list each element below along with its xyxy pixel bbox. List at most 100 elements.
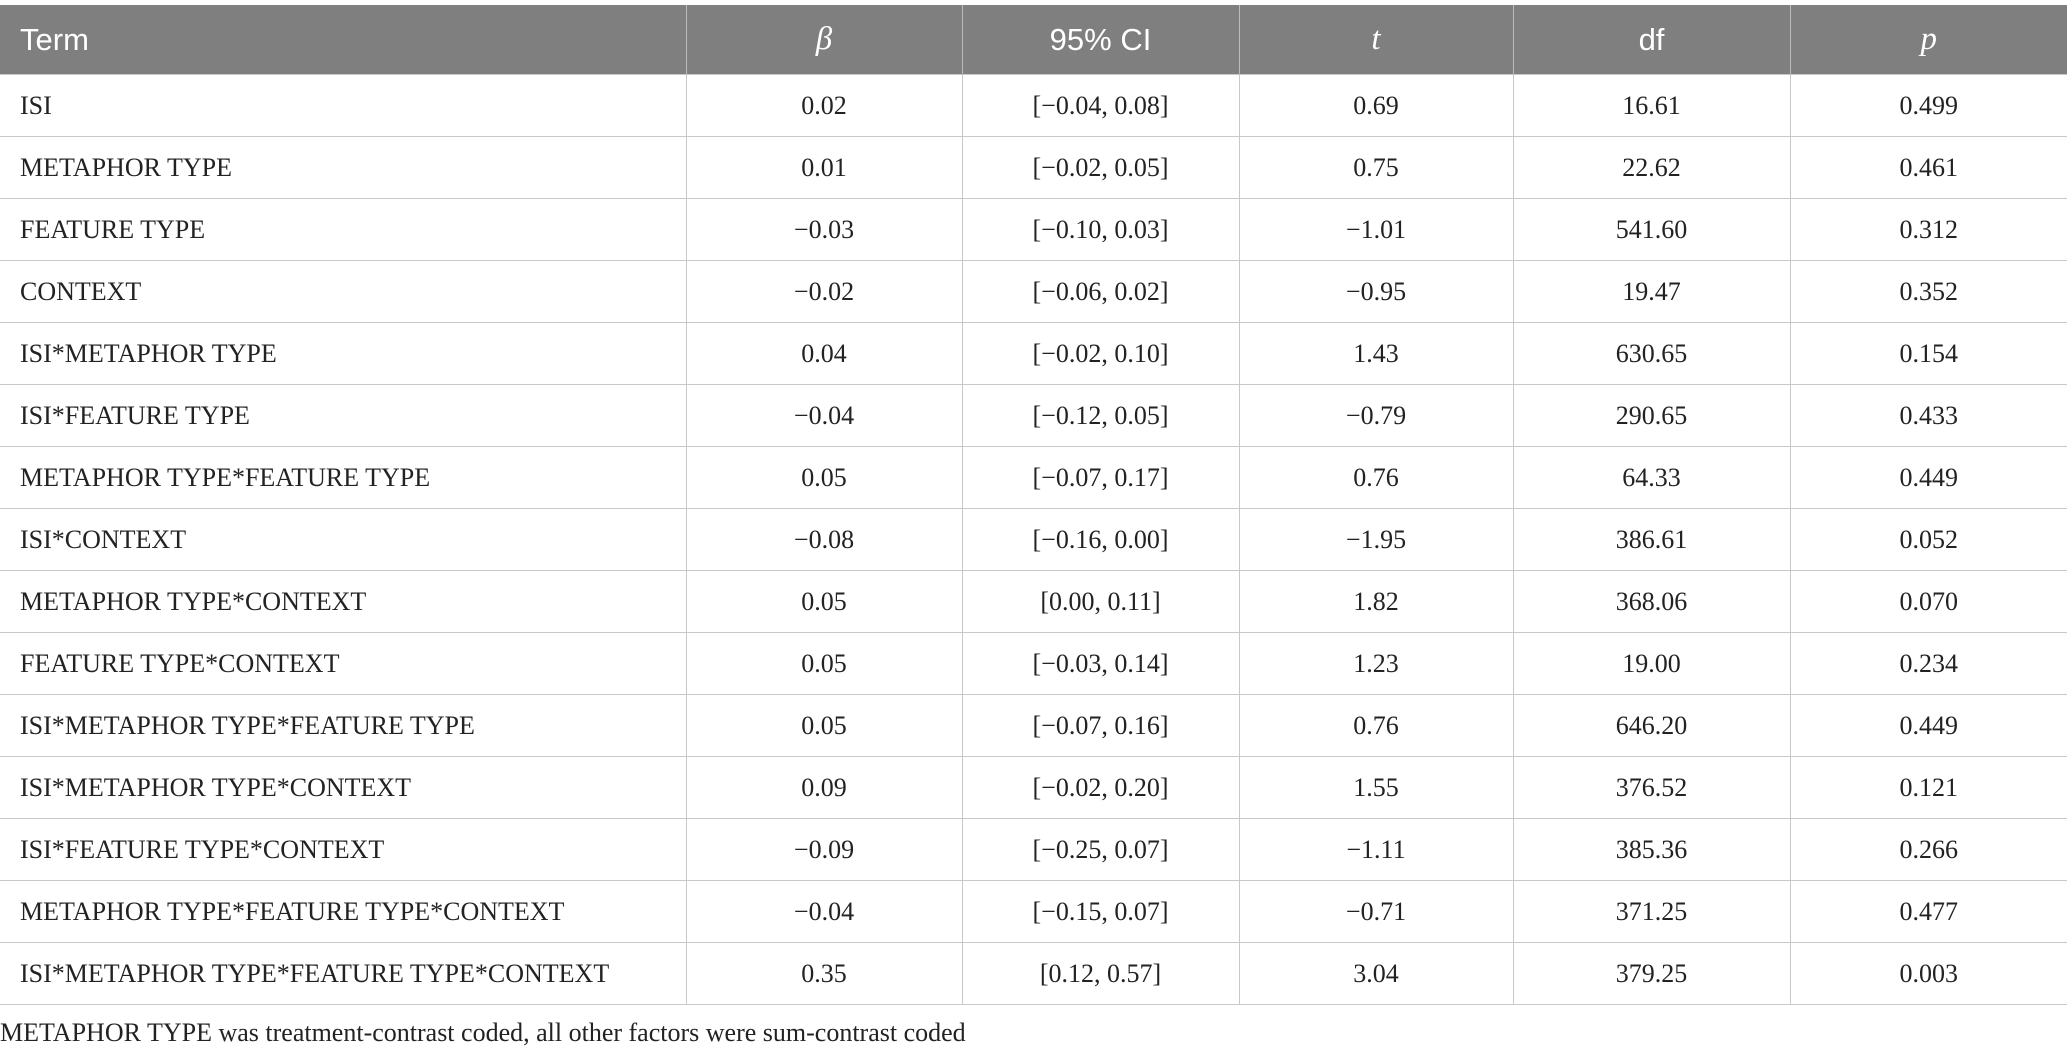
term-cell: METAPHOR TYPE*FEATURE TYPE*CONTEXT <box>0 880 687 943</box>
term-cell: METAPHOR TYPE <box>0 136 687 199</box>
value-cell: 0.75 <box>1238 136 1514 199</box>
value-cell: 0.499 <box>1789 74 2067 137</box>
value-cell: 0.449 <box>1789 694 2067 757</box>
value-cell: −0.08 <box>685 508 963 571</box>
value-cell: 1.55 <box>1238 756 1514 819</box>
value-cell: 385.36 <box>1512 818 1791 881</box>
header-cell: p <box>1789 5 2067 75</box>
value-cell: 0.070 <box>1789 570 2067 633</box>
value-cell: 368.06 <box>1512 570 1791 633</box>
value-cell: 1.23 <box>1238 632 1514 695</box>
header-cell: df <box>1512 5 1790 75</box>
value-cell: 19.47 <box>1512 260 1791 323</box>
value-cell: 0.01 <box>685 136 963 199</box>
value-cell: 0.76 <box>1238 694 1514 757</box>
value-cell: 0.234 <box>1789 632 2067 695</box>
value-cell: −1.01 <box>1238 198 1514 261</box>
value-cell: 0.154 <box>1789 322 2067 385</box>
value-cell: −0.79 <box>1238 384 1514 447</box>
table-row: ISI*METAPHOR TYPE 0.04 [−0.02, 0.10] 1.43 63… <box>0 322 2067 385</box>
value-cell: 0.09 <box>685 756 963 819</box>
value-cell: 290.65 <box>1512 384 1791 447</box>
header-cell: t <box>1238 5 1513 75</box>
value-cell: [−0.02, 0.10] <box>961 322 1240 385</box>
value-cell: [−0.02, 0.20] <box>961 756 1240 819</box>
value-cell: 0.449 <box>1789 446 2067 509</box>
value-cell: [−0.15, 0.07] <box>961 880 1240 943</box>
value-cell: 386.61 <box>1512 508 1791 571</box>
table-row: ISI*METAPHOR TYPE*FEATURE TYPE*CONTEXT 0.… <box>0 942 2067 1005</box>
table-row: FEATURE TYPE −0.03 [−0.10, 0.03] −1.01 541.6… <box>0 198 2067 261</box>
table-row: METAPHOR TYPE*FEATURE TYPE 0.05 [−0.07, 0.… <box>0 446 2067 509</box>
table-row: ISI*CONTEXT −0.08 [−0.16, 0.00] −1.95 386.61… <box>0 508 2067 571</box>
table-row: ISI*FEATURE TYPE*CONTEXT −0.09 [−0.25, 0.0… <box>0 818 2067 881</box>
value-cell: −0.95 <box>1238 260 1514 323</box>
value-cell: −0.09 <box>685 818 963 881</box>
term-cell: ISI*METAPHOR TYPE*CONTEXT <box>0 756 687 819</box>
value-cell: [0.00, 0.11] <box>961 570 1240 633</box>
value-cell: 0.312 <box>1789 198 2067 261</box>
term-cell: ISI*FEATURE TYPE*CONTEXT <box>0 818 687 881</box>
value-cell: [−0.03, 0.14] <box>961 632 1240 695</box>
term-cell: CONTEXT <box>0 260 687 323</box>
value-cell: 0.76 <box>1238 446 1514 509</box>
table-row: METAPHOR TYPE 0.01 [−0.02, 0.05] 0.75 22.62 0… <box>0 136 2067 199</box>
results-table: Term β 95% CI t df p ISI 0.02 [−0.04, 0.08] 0.69… <box>0 5 2067 1005</box>
header-row: Term β 95% CI t df p <box>0 5 2067 75</box>
value-cell: 0.461 <box>1789 136 2067 199</box>
value-cell: [−0.02, 0.05] <box>961 136 1240 199</box>
value-cell: 0.69 <box>1238 74 1514 137</box>
table-row: ISI*METAPHOR TYPE*CONTEXT 0.09 [−0.02, 0.2… <box>0 756 2067 819</box>
value-cell: 0.05 <box>685 694 963 757</box>
term-cell: METAPHOR TYPE*FEATURE TYPE <box>0 446 687 509</box>
value-cell: −0.71 <box>1238 880 1514 943</box>
term-cell: ISI*CONTEXT <box>0 508 687 571</box>
table-row: METAPHOR TYPE*CONTEXT 0.05 [0.00, 0.11] 1.8… <box>0 570 2067 633</box>
term-cell: ISI <box>0 74 687 137</box>
footnote: METAPHOR TYPE was treatment-contrast cod… <box>0 1018 966 1047</box>
value-cell: −0.02 <box>685 260 963 323</box>
table-body: ISI 0.02 [−0.04, 0.08] 0.69 16.61 0.499 METAPH… <box>0 74 2067 1005</box>
value-cell: −0.04 <box>685 384 963 447</box>
term-cell: ISI*METAPHOR TYPE*FEATURE TYPE <box>0 694 687 757</box>
value-cell: 0.05 <box>685 632 963 695</box>
header-cell: Term <box>0 5 686 75</box>
value-cell: 0.121 <box>1789 756 2067 819</box>
value-cell: 22.62 <box>1512 136 1791 199</box>
value-cell: 1.82 <box>1238 570 1514 633</box>
value-cell: [−0.06, 0.02] <box>961 260 1240 323</box>
value-cell: −0.04 <box>685 880 963 943</box>
term-cell: FEATURE TYPE*CONTEXT <box>0 632 687 695</box>
value-cell: 1.43 <box>1238 322 1514 385</box>
value-cell: 0.477 <box>1789 880 2067 943</box>
value-cell: 0.05 <box>685 446 963 509</box>
value-cell: 0.266 <box>1789 818 2067 881</box>
value-cell: 630.65 <box>1512 322 1791 385</box>
table-row: ISI 0.02 [−0.04, 0.08] 0.69 16.61 0.499 <box>0 74 2067 137</box>
value-cell: −1.95 <box>1238 508 1514 571</box>
value-cell: [−0.16, 0.00] <box>961 508 1240 571</box>
value-cell: 19.00 <box>1512 632 1791 695</box>
value-cell: [0.12, 0.57] <box>961 942 1240 1005</box>
value-cell: 0.05 <box>685 570 963 633</box>
value-cell: 0.352 <box>1789 260 2067 323</box>
header-cell: β <box>685 5 962 75</box>
table-row: METAPHOR TYPE*FEATURE TYPE*CONTEXT −0.04[… <box>0 880 2067 943</box>
value-cell: [−0.04, 0.08] <box>961 74 1240 137</box>
value-cell: 0.052 <box>1789 508 2067 571</box>
table-row: CONTEXT −0.02 [−0.06, 0.02] −0.95 19.47 0.352 <box>0 260 2067 323</box>
table-row: ISI*METAPHOR TYPE*FEATURE TYPE 0.05 [−0.07… <box>0 694 2067 757</box>
value-cell: 0.003 <box>1789 942 2067 1005</box>
term-cell: ISI*METAPHOR TYPE <box>0 322 687 385</box>
value-cell: 0.433 <box>1789 384 2067 447</box>
value-cell: 379.25 <box>1512 942 1791 1005</box>
value-cell: 646.20 <box>1512 694 1791 757</box>
table-row: ISI*FEATURE TYPE −0.04 [−0.12, 0.05] −0.79 2… <box>0 384 2067 447</box>
term-cell: ISI*FEATURE TYPE <box>0 384 687 447</box>
value-cell: 64.33 <box>1512 446 1791 509</box>
header-cell: 95% CI <box>961 5 1239 75</box>
value-cell: 0.35 <box>685 942 963 1005</box>
value-cell: 376.52 <box>1512 756 1791 819</box>
value-cell: 541.60 <box>1512 198 1791 261</box>
